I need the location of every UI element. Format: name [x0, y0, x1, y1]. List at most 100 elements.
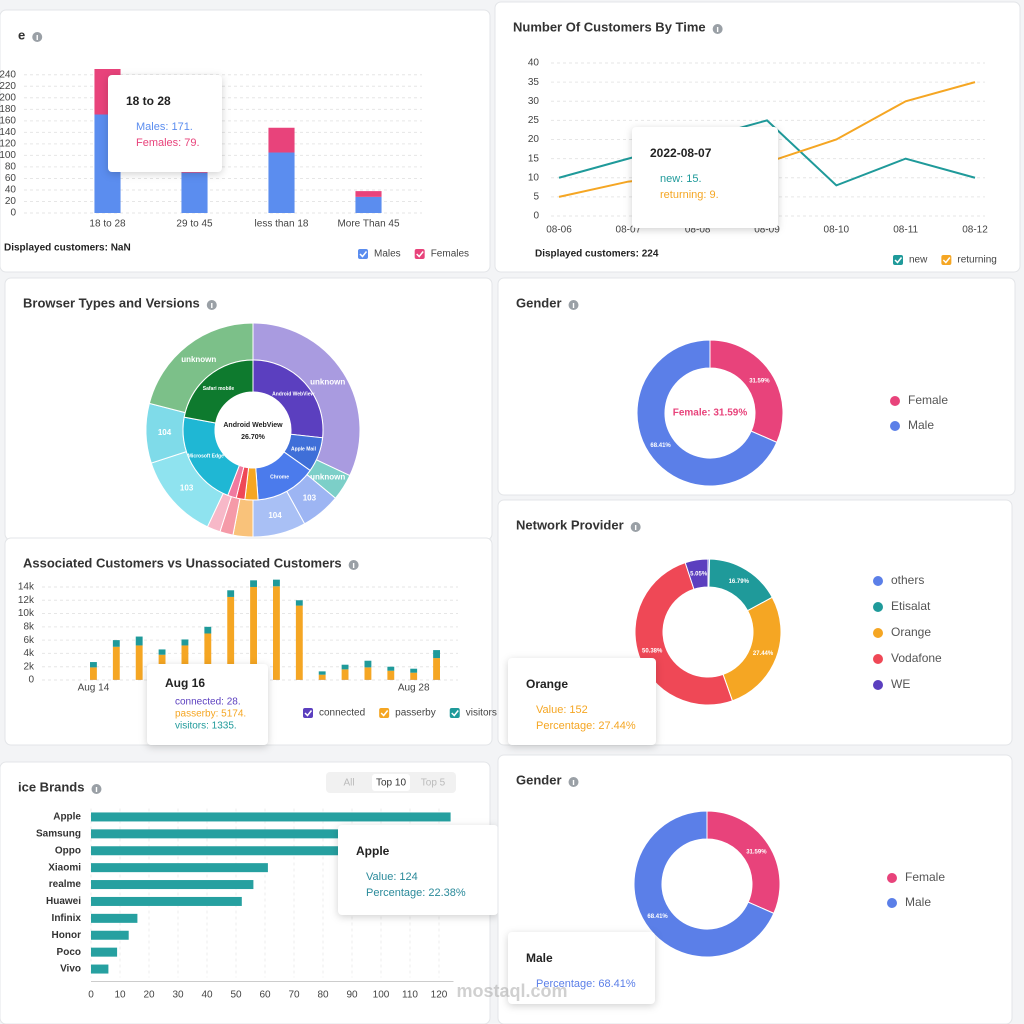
legend-dot[interactable]	[873, 654, 883, 664]
legend-check	[451, 710, 459, 717]
donut-slice-label: 27.44%	[753, 651, 774, 657]
y-tick-label: 0	[10, 208, 16, 219]
y-tick-label: 240	[0, 69, 16, 80]
bar-segment	[364, 660, 372, 668]
legend-checkbox[interactable]	[414, 249, 425, 259]
x-tick-label: 08-12	[962, 225, 988, 236]
x-tick-label: 0	[88, 990, 94, 1001]
tooltip-line: passerby: 5174.	[175, 709, 246, 720]
bar-segment	[273, 586, 280, 680]
tooltip-title: Male	[526, 951, 553, 965]
bar-segment	[135, 636, 143, 646]
legend-label[interactable]: WE	[891, 677, 910, 691]
y-tick-label: Oppo	[55, 845, 81, 856]
legend-dot[interactable]	[873, 628, 883, 638]
inner-segment-label: Microsoft Edge	[188, 454, 224, 460]
panel: Gender 31.59% 68.41% Female: 31.59% Female Ma…	[497, 277, 1016, 496]
tooltip-line: visitors: 1335.	[175, 721, 237, 732]
tooltip-box	[108, 75, 222, 172]
y-tick-label: realme	[49, 879, 82, 890]
x-tick-label: 110	[402, 990, 418, 1001]
legend-label[interactable]: Vodafone	[891, 651, 942, 665]
legend-label[interactable]: passerby	[395, 708, 436, 719]
tooltip-line: connected: 28.	[175, 697, 241, 708]
tooltip-box	[147, 664, 268, 745]
tooltip-title: Aug 16	[165, 676, 205, 690]
legend-dot[interactable]	[873, 576, 883, 586]
bar-segment	[433, 658, 440, 680]
legend-label[interactable]: returning	[957, 255, 996, 266]
legend-label[interactable]: Orange	[891, 625, 931, 639]
bar-segment	[273, 579, 280, 587]
legend-label[interactable]: new	[909, 255, 928, 266]
tooltip-line: Males: 171.	[136, 121, 193, 133]
x-tick-label: 08-09	[754, 225, 780, 236]
panel: ice Brands 0 10 20 30 40 50 60 70 80 90 100 110 120 Ap…	[0, 761, 498, 1024]
panel-title: ice Brands	[18, 779, 84, 794]
legend-dot[interactable]	[887, 873, 897, 883]
legend-checkbox[interactable]	[303, 708, 313, 718]
legend-label[interactable]: Females	[431, 249, 469, 260]
y-tick-label: 8k	[23, 621, 35, 632]
tooltip-line: Percentage: 68.41%	[536, 978, 636, 990]
legend-label[interactable]: Etisalat	[891, 599, 931, 613]
y-tick-label: 12k	[18, 595, 35, 606]
legend-label[interactable]: others	[891, 573, 924, 587]
legend-checkbox[interactable]	[449, 708, 460, 718]
donut-slice-label: 68.41%	[647, 914, 668, 920]
legend-dot[interactable]	[887, 898, 897, 908]
y-tick-label: 30	[528, 96, 540, 107]
bar-segment	[387, 670, 395, 680]
donut-slice	[709, 339, 784, 444]
legend-checkbox[interactable]	[941, 255, 952, 265]
y-tick-label: 40	[528, 58, 540, 69]
filter-button[interactable]: All	[343, 778, 354, 789]
bar-segment	[227, 596, 235, 680]
legend-dot[interactable]	[873, 602, 883, 612]
info-icon-mark	[634, 525, 637, 530]
bar-segment	[355, 191, 382, 197]
legend-label[interactable]: Male	[905, 895, 931, 909]
legend-check	[359, 251, 368, 258]
info-icon-mark	[572, 780, 575, 785]
legend-label[interactable]: Males	[374, 249, 401, 260]
bar-segment	[364, 667, 372, 680]
legend-checkbox[interactable]	[358, 249, 368, 259]
donut-slice-label: 31.59%	[746, 849, 767, 855]
info-icon-mark	[211, 303, 213, 308]
filter-button[interactable]: Top 10	[376, 778, 406, 789]
bar-segment	[227, 590, 235, 597]
y-tick-label: 20	[5, 196, 17, 207]
legend-label[interactable]: connected	[319, 708, 365, 719]
legend-checkbox[interactable]	[893, 255, 903, 265]
legend-checkbox[interactable]	[379, 708, 390, 718]
filter-button[interactable]: Top 5	[421, 778, 446, 789]
panel: Network Provider 16.79% 27.44% 50.38% 5.05% o…	[497, 499, 1013, 746]
bar-segment	[410, 668, 418, 673]
legend-check	[894, 257, 903, 264]
legend-label[interactable]: Male	[908, 418, 934, 432]
legend-dot[interactable]	[873, 680, 883, 690]
info-icon-mark	[352, 563, 355, 568]
bar	[91, 913, 138, 923]
legend-dot[interactable]	[890, 421, 900, 431]
info-icon-mark	[716, 27, 719, 32]
panel-title: Browser Types and Versions	[23, 295, 200, 310]
legend-label[interactable]: Female	[905, 870, 945, 884]
donut-slice-label: 31.59%	[749, 378, 770, 384]
x-tick-label: less than 18	[255, 219, 309, 230]
bar-segment	[250, 580, 257, 587]
y-tick-label: 20	[528, 134, 540, 145]
legend-label[interactable]: visitors	[466, 708, 497, 719]
tooltip-title: Apple	[356, 844, 390, 858]
outer-segment-label: unknown	[181, 355, 216, 364]
legend-dot[interactable]	[890, 396, 900, 406]
x-tick-label: 10	[114, 990, 126, 1001]
bar-segment	[341, 669, 349, 680]
legend-label[interactable]: Female	[908, 393, 948, 407]
inner-segment-label: Android WebView	[272, 391, 314, 397]
tooltip-line: new: 15.	[660, 173, 702, 185]
x-tick-label: 90	[346, 990, 358, 1001]
